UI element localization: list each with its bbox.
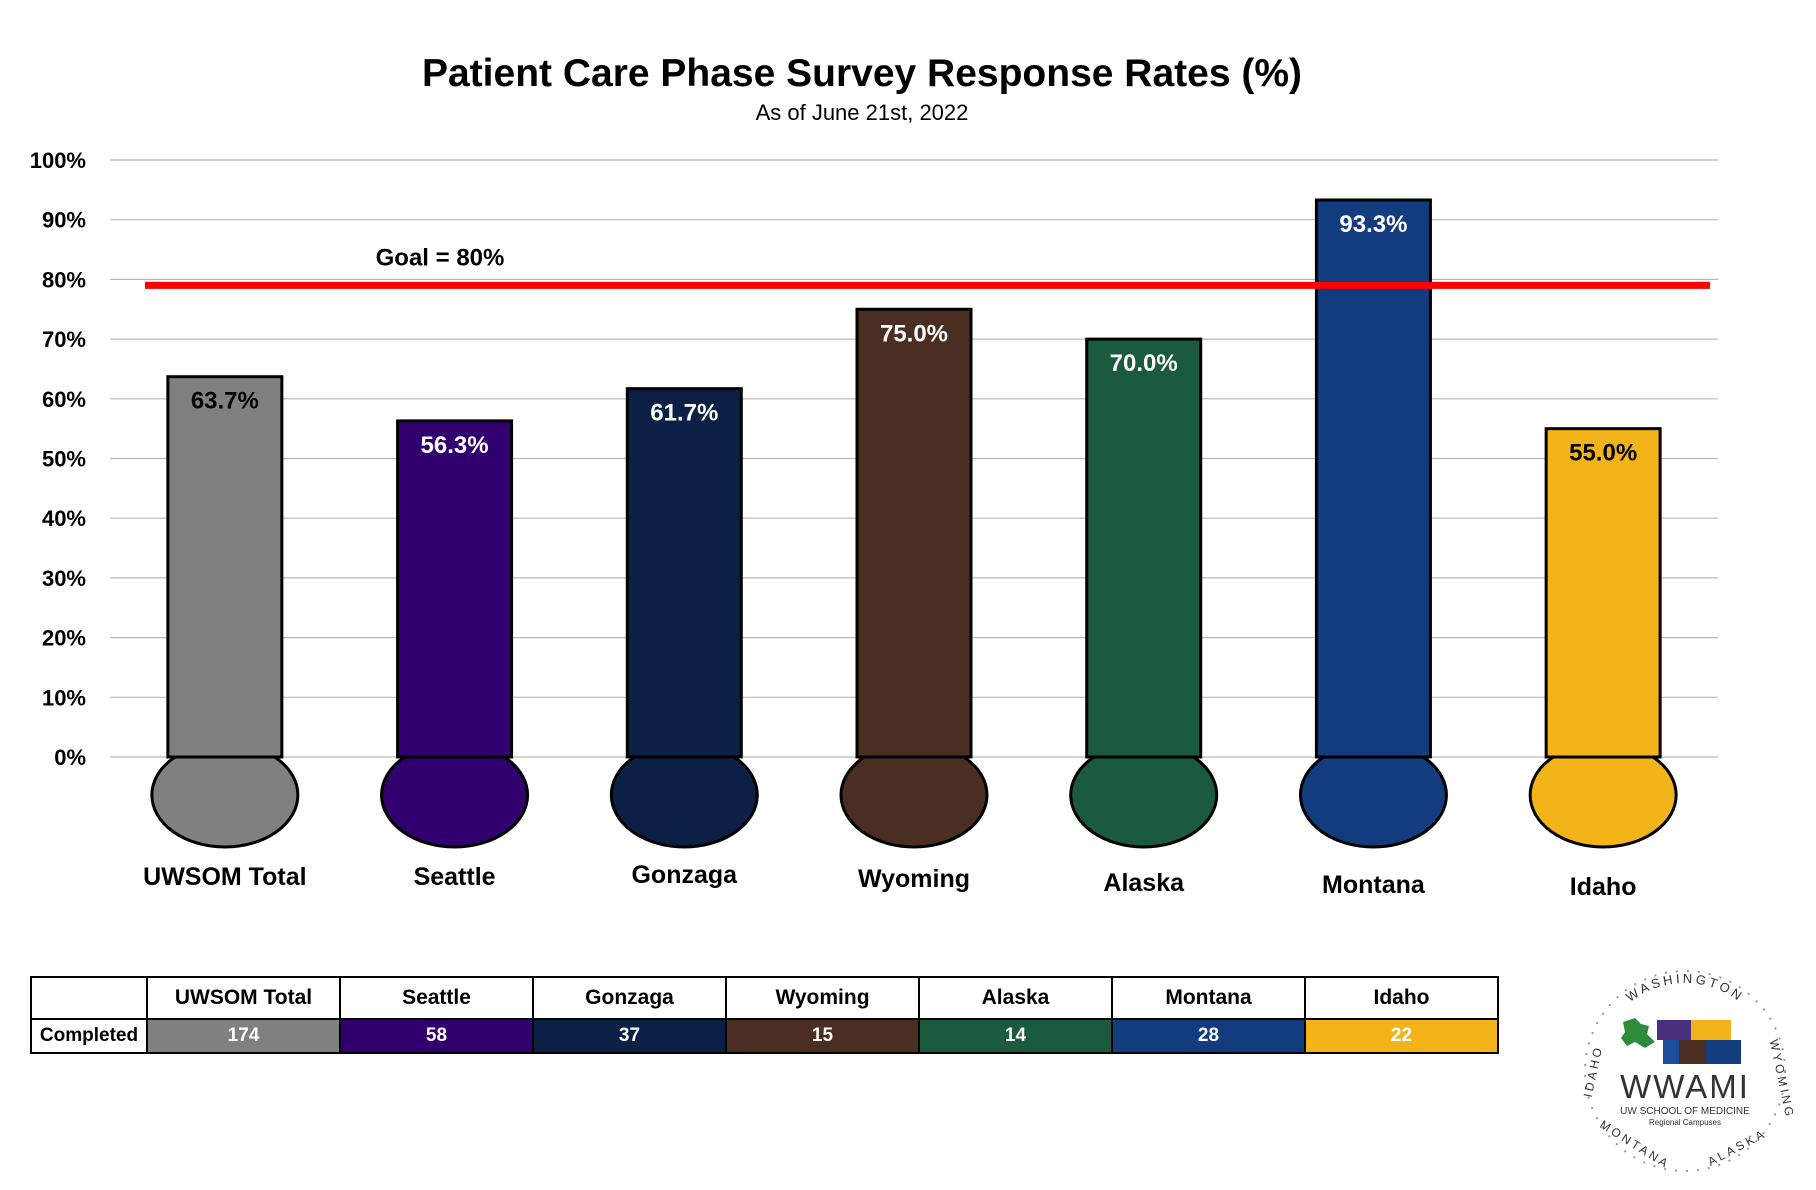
data-labels: 63.7% 56.3% 61.7% 75.0% 70.0% 93.3% 55.0%	[191, 211, 1637, 467]
category-label: Idaho	[1570, 873, 1637, 901]
table-header-cell: Gonzaga	[532, 976, 727, 1020]
data-label: 55.0%	[1569, 440, 1637, 467]
logo-map-icon	[1621, 1018, 1741, 1064]
bar-bulb	[380, 741, 530, 849]
y-tick-label: 50%	[42, 447, 86, 472]
y-tick-label: 40%	[42, 506, 86, 531]
category-label: UWSOM Total	[143, 863, 306, 891]
y-tick-label: 100%	[30, 148, 86, 173]
table-row-label: Completed	[30, 1018, 148, 1054]
bar-bulb	[609, 741, 759, 849]
table-value-cell: 174	[146, 1018, 341, 1054]
y-tick-label: 90%	[42, 208, 86, 233]
data-label: 63.7%	[191, 388, 259, 415]
table-value-cell: 15	[725, 1018, 920, 1054]
goal-line-group: Goal = 80%	[145, 244, 1710, 289]
table-values-row: Completed 174 58 37 15 14 28 22	[30, 1018, 1499, 1054]
table-value-cell: 37	[532, 1018, 727, 1054]
table-value-cell: 14	[918, 1018, 1113, 1054]
chart-subtitle: As of June 21st, 2022	[756, 100, 969, 125]
logo-state-washington: WASHINGTON	[1623, 971, 1747, 1005]
bars	[150, 198, 1678, 849]
logo-line2: Regional Campuses	[1649, 1118, 1721, 1127]
table-value-cell: 22	[1304, 1018, 1499, 1054]
chart: Patient Care Phase Survey Response Rates…	[30, 52, 1718, 901]
table-value-cell: 58	[339, 1018, 534, 1054]
bar	[625, 387, 743, 759]
table-header-cell: UWSOM Total	[146, 976, 341, 1020]
category-label: Alaska	[1103, 869, 1185, 897]
data-label: 93.3%	[1339, 211, 1407, 238]
table-header-cell: Alaska	[918, 976, 1113, 1020]
bar	[396, 419, 514, 759]
category-label: Seattle	[414, 863, 496, 891]
y-tick-label: 80%	[42, 267, 86, 292]
category-label: Montana	[1322, 871, 1426, 899]
chart-title: Patient Care Phase Survey Response Rates…	[422, 52, 1302, 95]
bar	[1314, 198, 1432, 759]
wwami-logo: WASHINGTON WYOMING IDAHO MONTANA ALASKA …	[1581, 970, 1795, 1172]
logo-line1: UW SCHOOL OF MEDICINE	[1620, 1106, 1750, 1117]
data-label: 61.7%	[650, 400, 718, 427]
category-label: Gonzaga	[631, 861, 738, 889]
data-label: 70.0%	[1110, 350, 1178, 377]
table-header-cell: Seattle	[339, 976, 534, 1020]
data-label: 75.0%	[880, 320, 948, 347]
category-label: Wyoming	[858, 865, 970, 893]
bar	[855, 307, 973, 759]
table-value-cell: 28	[1111, 1018, 1306, 1054]
data-label: 56.3%	[421, 432, 489, 459]
y-tick-label: 30%	[42, 566, 86, 591]
y-tick-label: 70%	[42, 327, 86, 352]
y-tick-label: 10%	[42, 685, 86, 710]
y-tick-label: 0%	[54, 745, 86, 770]
bar-bulb	[1528, 741, 1678, 849]
bar-bulb	[1298, 741, 1448, 849]
table-header-cell: Wyoming	[725, 976, 920, 1020]
logo-state-alaska: ALASKA	[1705, 1126, 1769, 1169]
bar	[1085, 337, 1203, 759]
goal-label: Goal = 80%	[376, 244, 505, 271]
bar-bulb	[150, 741, 300, 849]
logo-state-idaho: IDAHO	[1581, 1044, 1606, 1099]
table-header-cell: Montana	[1111, 976, 1306, 1020]
table-header-cell: Idaho	[1304, 976, 1499, 1020]
bar	[166, 375, 284, 759]
category-labels: UWSOM Total Seattle Gonzaga Wyoming Alaska Mo…	[143, 861, 1636, 901]
logo-state-wyoming: WYOMING	[1767, 1038, 1795, 1120]
bar-bulb	[1069, 741, 1219, 849]
table-corner-cell	[30, 976, 148, 1020]
table-header-row: UWSOM Total Seattle Gonzaga Wyoming Alas…	[30, 976, 1499, 1020]
y-axis-ticks: 0% 10% 20% 30% 40% 50% 60% 70% 80% 90% 100%	[30, 148, 86, 770]
logo-ring	[1584, 970, 1786, 1172]
bar-bulb	[839, 741, 989, 849]
y-tick-label: 20%	[42, 626, 86, 651]
completed-counts-table: UWSOM Total Seattle Gonzaga Wyoming Alas…	[30, 976, 1499, 1054]
y-tick-label: 60%	[42, 387, 86, 412]
logo-wordmark: WWAMI	[1620, 1068, 1750, 1105]
bar	[1544, 427, 1662, 759]
